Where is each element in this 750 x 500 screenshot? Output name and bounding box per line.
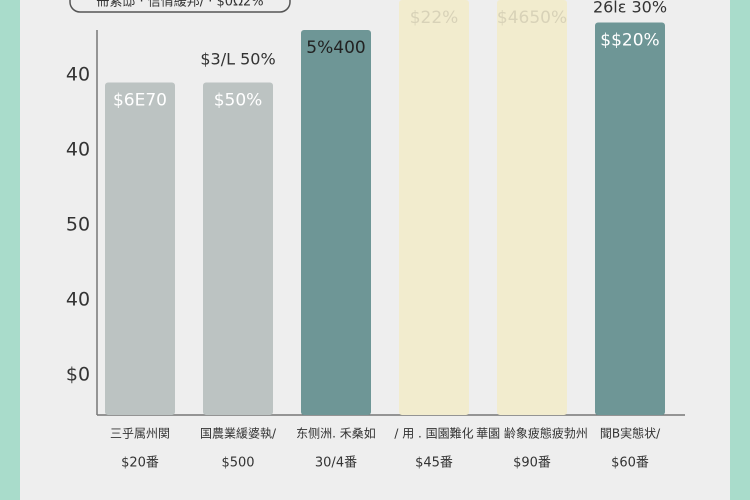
x-sublabel: $20番: [121, 456, 159, 471]
bar-label: $22%: [410, 8, 459, 28]
bar-label: $4650%: [497, 8, 567, 28]
bar: [203, 82, 273, 415]
y-tick-label: 40: [66, 139, 90, 161]
y-tick-label: $0: [66, 364, 90, 386]
x-sublabel: $60番: [611, 456, 649, 471]
x-tick-label: 国農業緩婆執/: [200, 427, 277, 441]
x-tick-label: 东侧洲. 禾桑如: [296, 426, 376, 441]
y-tick-label: 50: [66, 214, 90, 236]
x-sublabel: $45番: [415, 456, 453, 471]
bar: [497, 0, 567, 415]
title-box: [69, 0, 291, 13]
bar-label: 5%400: [306, 38, 365, 58]
bar-label: $$20%: [600, 31, 659, 51]
y-tick-label: 40: [66, 289, 90, 311]
x-tick-label: 三乎属州関: [110, 427, 170, 441]
x-tick-label: / 用 . 国園難化: [394, 426, 473, 441]
x-sublabel: $90番: [513, 456, 551, 471]
chart-title: 冊紫邸 · 信情緩邦/ · $0Ω2%: [96, 0, 263, 10]
bar-label: $6E70: [113, 91, 167, 111]
bar-label: $50%: [214, 91, 263, 111]
x-tick-label: 聞B実態状/: [600, 426, 661, 441]
annotation: 26lɛ 30%: [593, 0, 667, 17]
bar: [105, 82, 175, 415]
bar: [595, 22, 665, 415]
y-tick-label: 40: [66, 64, 90, 86]
x-sublabel: 30/4番: [315, 456, 357, 471]
bar: [301, 30, 371, 415]
annotation: $3/L 50%: [200, 50, 275, 69]
bar: [399, 0, 469, 415]
x-tick-label: 華園 齢象疲態疲勃州: [476, 426, 588, 441]
x-sublabel: $500: [221, 456, 254, 471]
